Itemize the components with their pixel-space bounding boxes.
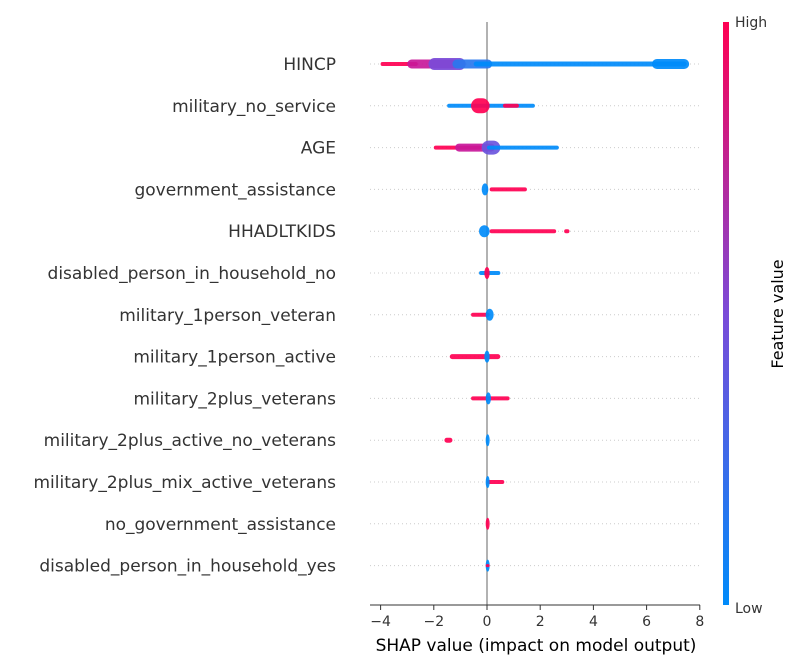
feature-label: military_no_service bbox=[172, 97, 336, 117]
x-tick-label: 0 bbox=[483, 614, 492, 630]
colorbar-gradient bbox=[723, 22, 729, 605]
point-cluster bbox=[487, 480, 505, 484]
colorbar-label: Feature value bbox=[768, 259, 787, 368]
point-cluster bbox=[473, 61, 687, 67]
feature-label: military_2plus_active_no_veterans bbox=[44, 431, 336, 451]
x-tick-label: −2 bbox=[423, 614, 444, 630]
x-tick-label: 6 bbox=[642, 614, 651, 630]
point-cluster bbox=[485, 476, 490, 488]
colorbar: High Low Feature value bbox=[723, 15, 787, 617]
x-axis: −4 −2 0 2 4 6 8 SHAP value (impact on model ou… bbox=[370, 604, 704, 656]
point-cluster bbox=[489, 187, 527, 192]
feature-label: military_1person_active bbox=[133, 348, 336, 368]
feature-label: disabled_person_in_household_no bbox=[48, 264, 336, 284]
point-cluster bbox=[484, 350, 490, 363]
feature-label: government_assistance bbox=[134, 180, 336, 200]
x-tick-label: 4 bbox=[589, 614, 598, 630]
beeswarm-marks bbox=[380, 58, 690, 572]
x-ticks: −4 −2 0 2 4 6 8 bbox=[370, 605, 704, 630]
feature-label: no_government_assistance bbox=[105, 515, 336, 535]
point-cluster bbox=[484, 267, 490, 279]
point-cluster bbox=[489, 229, 557, 234]
point-cluster bbox=[485, 434, 490, 447]
point-cluster bbox=[485, 308, 494, 321]
x-axis-label: SHAP value (impact on model output) bbox=[376, 636, 697, 656]
point-cluster bbox=[485, 392, 491, 405]
point-cluster bbox=[651, 59, 690, 69]
feature-label: HINCP bbox=[283, 55, 336, 75]
point-cluster bbox=[444, 437, 453, 443]
feature-label: AGE bbox=[301, 139, 336, 159]
feature-label: disabled_person_in_household_yes bbox=[39, 557, 336, 577]
point-cluster bbox=[449, 354, 501, 360]
point-cluster bbox=[502, 103, 519, 108]
point-cluster bbox=[564, 229, 570, 234]
feature-rows: HINCP military_no_service AGE government_as… bbox=[33, 55, 700, 577]
point-cluster bbox=[487, 145, 559, 150]
feature-label: HHADLTKIDS bbox=[228, 222, 336, 242]
colorbar-low-label: Low bbox=[735, 601, 763, 617]
x-tick-label: −4 bbox=[370, 614, 391, 630]
x-tick-label: 8 bbox=[695, 614, 704, 630]
point-cluster bbox=[471, 98, 490, 114]
point-cluster bbox=[485, 517, 490, 530]
point-cluster bbox=[479, 225, 490, 238]
feature-label: military_2plus_mix_active_veterans bbox=[33, 473, 336, 493]
point-cluster bbox=[481, 183, 489, 196]
feature-label: military_1person_veteran bbox=[119, 306, 336, 326]
colorbar-high-label: High bbox=[735, 15, 767, 31]
point-cluster bbox=[447, 103, 535, 108]
point-cluster bbox=[471, 312, 490, 317]
x-tick-label: 2 bbox=[536, 614, 545, 630]
point-cluster bbox=[485, 564, 490, 568]
feature-label: military_2plus_veterans bbox=[133, 389, 336, 409]
